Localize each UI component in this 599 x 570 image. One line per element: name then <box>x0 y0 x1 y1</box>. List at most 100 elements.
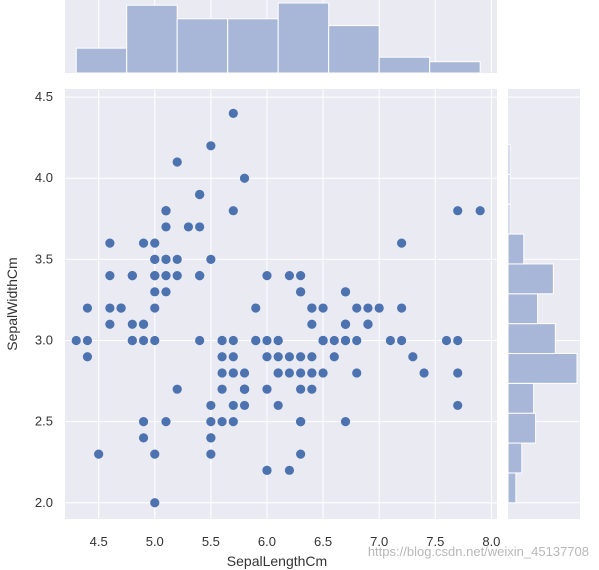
data-point <box>150 335 160 346</box>
marginal-x-bar <box>328 25 380 74</box>
x-tick-label: 7.0 <box>370 534 388 549</box>
data-point <box>453 335 463 346</box>
data-point <box>340 287 351 297</box>
marginal-x-bars <box>75 2 481 74</box>
scatter-points <box>71 108 485 508</box>
y-tick-label: 2.5 <box>35 414 53 429</box>
data-point <box>408 352 418 362</box>
y-tick-label: 2.0 <box>35 495 53 510</box>
data-point <box>340 319 351 329</box>
data-point <box>195 189 205 200</box>
data-point <box>475 206 485 216</box>
data-point <box>228 206 238 216</box>
data-point <box>262 352 272 362</box>
data-point <box>307 303 317 313</box>
marginal-y-bar <box>507 472 517 504</box>
data-point <box>363 319 373 329</box>
data-point <box>453 368 463 378</box>
data-point <box>352 368 362 378</box>
data-point <box>105 238 115 248</box>
scatter-panel: 4.5 5.0 5.5 6.0 6.5 7.0 7.5 8.0 2.0 2.5 3.0 3.5 4.0… <box>4 89 500 569</box>
marginal-y-bar <box>507 143 511 175</box>
data-point <box>363 303 373 313</box>
x-tick-label: 8.0 <box>482 534 500 549</box>
data-point <box>385 335 396 346</box>
data-point <box>228 108 238 118</box>
x-tick-label: 4.5 <box>90 534 108 549</box>
y-tick-label: 4.5 <box>35 89 53 104</box>
data-point <box>127 271 137 281</box>
data-point <box>228 352 238 362</box>
data-point <box>296 384 306 394</box>
data-point <box>195 222 205 232</box>
marginal-x-bar <box>429 61 481 74</box>
data-point <box>172 254 182 264</box>
x-tick-labels: 4.5 5.0 5.5 6.0 6.5 7.0 7.5 8.0 <box>90 534 501 549</box>
data-point <box>206 254 216 264</box>
x-tick-label: 6.5 <box>314 534 332 549</box>
data-point <box>318 335 328 346</box>
y-tick-label: 4.0 <box>35 170 53 185</box>
data-point <box>150 303 160 313</box>
marginal-y-histogram <box>507 89 580 519</box>
data-point <box>273 400 283 411</box>
data-point <box>138 433 149 443</box>
marginal-y-bar <box>507 203 511 235</box>
data-point <box>138 319 149 329</box>
data-point <box>94 449 104 459</box>
data-point <box>161 271 171 281</box>
data-point <box>183 222 194 232</box>
data-point <box>262 335 272 346</box>
data-point <box>340 335 351 346</box>
data-point <box>138 417 149 427</box>
data-point <box>296 271 306 281</box>
data-point <box>217 384 227 394</box>
data-point <box>206 449 216 459</box>
data-point <box>127 319 137 329</box>
data-point <box>307 368 317 378</box>
data-point <box>307 352 317 362</box>
marginal-x-bar <box>277 2 330 74</box>
data-point <box>296 368 306 378</box>
data-point <box>217 368 227 378</box>
data-point <box>273 352 283 362</box>
data-point <box>150 449 160 459</box>
data-point <box>195 271 205 281</box>
data-point <box>228 335 238 346</box>
data-point <box>262 465 272 475</box>
data-point <box>239 368 250 378</box>
data-point <box>217 335 227 346</box>
marginal-y-bar <box>507 352 578 384</box>
data-point <box>318 303 328 313</box>
data-point <box>217 417 227 427</box>
x-tick-label: 5.5 <box>202 534 220 549</box>
data-point <box>374 303 384 313</box>
data-point <box>273 335 283 346</box>
data-point <box>228 368 238 378</box>
marginal-y-bar <box>507 173 511 205</box>
x-tick-label: 6.0 <box>258 534 276 549</box>
marginal-y-bar <box>507 442 523 474</box>
data-point <box>172 157 182 167</box>
data-point <box>329 335 339 346</box>
marginal-x-bar <box>378 56 431 74</box>
data-point <box>340 417 351 427</box>
data-point <box>161 254 171 264</box>
data-point <box>150 271 160 281</box>
data-point <box>71 335 81 346</box>
marginal-y-bar <box>507 382 535 414</box>
marginal-y-bar <box>507 293 539 325</box>
marginal-y-bar <box>507 323 556 354</box>
data-point <box>161 222 171 232</box>
y-tick-label: 3.5 <box>35 251 53 266</box>
data-point <box>138 238 149 248</box>
watermark-text: https://blog.csdn.net/weixin_45137708 <box>368 544 589 559</box>
data-point <box>82 303 93 313</box>
data-point <box>105 271 115 281</box>
data-point <box>453 400 463 411</box>
data-point <box>127 335 137 346</box>
data-point <box>206 141 216 151</box>
marginal-x-bar <box>126 4 178 74</box>
data-point <box>161 417 171 427</box>
